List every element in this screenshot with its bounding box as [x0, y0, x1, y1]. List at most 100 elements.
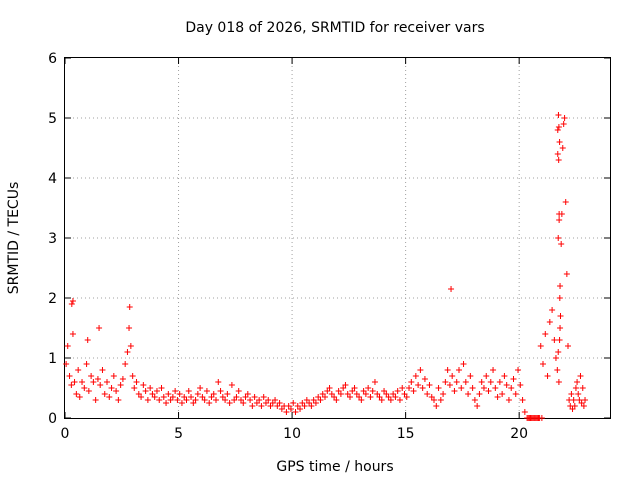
- data-point: [129, 373, 136, 379]
- chart-title: Day 018 of 2026, SRMTID for receiver var…: [185, 20, 484, 36]
- x-tick-label: 20: [510, 426, 528, 442]
- data-point: [226, 400, 233, 406]
- y-tick-label: 2: [48, 291, 57, 307]
- data-point: [84, 337, 91, 343]
- data-point: [563, 271, 570, 277]
- data-point: [490, 367, 497, 373]
- data-point: [365, 385, 372, 391]
- data-point: [122, 361, 129, 367]
- data-point: [147, 385, 154, 391]
- data-point: [412, 373, 419, 379]
- y-tick-label: 5: [48, 111, 57, 127]
- data-point: [480, 385, 487, 391]
- data-point: [106, 394, 113, 400]
- data-point: [156, 397, 163, 403]
- data-point: [580, 403, 587, 409]
- data-point: [133, 379, 140, 385]
- data-point: [151, 394, 158, 400]
- data-point: [194, 391, 201, 397]
- data-point: [163, 400, 170, 406]
- data-point: [222, 397, 229, 403]
- data-point: [142, 388, 149, 394]
- data-point: [455, 367, 462, 373]
- data-point: [557, 313, 564, 319]
- data-point: [544, 373, 551, 379]
- data-point: [478, 379, 485, 385]
- data-point: [406, 385, 413, 391]
- data-point: [126, 325, 133, 331]
- data-point: [92, 397, 99, 403]
- data-point: [174, 397, 181, 403]
- data-point: [505, 397, 512, 403]
- data-point: [501, 373, 508, 379]
- data-point: [64, 343, 71, 349]
- data-point: [63, 361, 70, 367]
- data-point: [342, 382, 349, 388]
- data-point: [333, 397, 340, 403]
- grid: [65, 58, 610, 418]
- data-point: [217, 388, 224, 394]
- data-point: [387, 397, 394, 403]
- data-point: [81, 385, 88, 391]
- data-point: [559, 145, 566, 151]
- data-point: [442, 379, 449, 385]
- data-point: [117, 382, 124, 388]
- data-point: [476, 391, 483, 397]
- data-point: [496, 379, 503, 385]
- data-point: [126, 304, 133, 310]
- data-point: [369, 388, 376, 394]
- data-point: [108, 385, 115, 391]
- data-point: [322, 394, 329, 400]
- data-point: [487, 379, 494, 385]
- data-point: [483, 373, 490, 379]
- data-point: [510, 376, 517, 382]
- data-point: [453, 379, 460, 385]
- data-point: [367, 394, 374, 400]
- data-point: [579, 385, 586, 391]
- data-point: [562, 199, 569, 205]
- data-point: [244, 391, 251, 397]
- data-point: [131, 385, 138, 391]
- data-point: [410, 388, 417, 394]
- data-point: [554, 127, 561, 133]
- data-point: [415, 382, 422, 388]
- data-point: [467, 373, 474, 379]
- data-point: [210, 391, 217, 397]
- data-point: [424, 391, 431, 397]
- data-point: [73, 391, 80, 397]
- data-point: [90, 379, 97, 385]
- data-point: [138, 394, 145, 400]
- data-point: [71, 379, 78, 385]
- data-point: [172, 388, 179, 394]
- data-point: [554, 151, 561, 157]
- data-point: [556, 295, 563, 301]
- data-point: [577, 373, 584, 379]
- data-point: [68, 382, 75, 388]
- data-point: [215, 379, 222, 385]
- data-point: [503, 382, 510, 388]
- data-point: [276, 400, 283, 406]
- data-point: [435, 385, 442, 391]
- y-tick-label: 1: [48, 351, 57, 367]
- data-point: [446, 382, 453, 388]
- data-point: [555, 379, 562, 385]
- data-point: [97, 382, 104, 388]
- data-point: [326, 385, 333, 391]
- data-point: [570, 397, 577, 403]
- data-point: [554, 367, 561, 373]
- data-point: [94, 376, 101, 382]
- data-point: [371, 379, 378, 385]
- data-point: [556, 337, 563, 343]
- data-point: [265, 397, 272, 403]
- data-point: [235, 388, 242, 394]
- data-point: [419, 385, 426, 391]
- data-point: [178, 400, 185, 406]
- data-point: [69, 298, 76, 304]
- data-point: [582, 397, 589, 403]
- data-point: [104, 379, 111, 385]
- data-point: [449, 373, 456, 379]
- data-point: [431, 397, 438, 403]
- data-point: [460, 361, 467, 367]
- y-tick-label: 4: [48, 171, 57, 187]
- data-point: [494, 394, 501, 400]
